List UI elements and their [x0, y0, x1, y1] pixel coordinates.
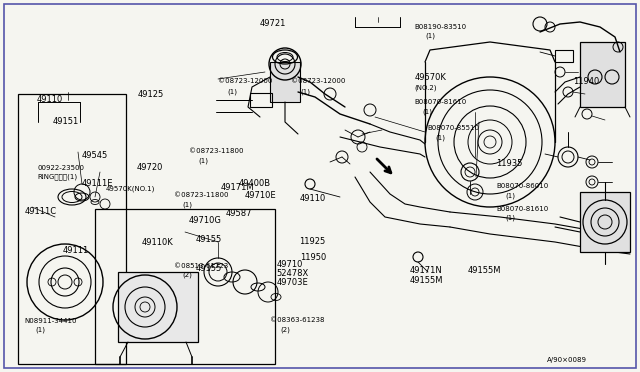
Text: (1): (1)	[506, 215, 516, 221]
Text: B08190-83510: B08190-83510	[415, 24, 467, 30]
Text: 49720: 49720	[136, 163, 163, 172]
Text: ©08363-61238: ©08363-61238	[270, 317, 324, 323]
Bar	[580, 42, 625, 107]
Text: (1): (1)	[182, 202, 193, 208]
Text: ©08723-12000: ©08723-12000	[218, 78, 272, 84]
Text: 49710G: 49710G	[189, 216, 221, 225]
Text: 49151: 49151	[52, 118, 79, 126]
Text: 49155M: 49155M	[467, 266, 500, 275]
Text: ©08723-11800: ©08723-11800	[189, 148, 244, 154]
Text: B08070-81610: B08070-81610	[415, 99, 467, 105]
Text: 49545: 49545	[82, 151, 108, 160]
Text: ©08723-11800: ©08723-11800	[174, 192, 228, 198]
Text: (1): (1)	[35, 327, 45, 333]
Bar	[118, 272, 198, 342]
Text: 49721: 49721	[259, 19, 285, 28]
Text: 11950: 11950	[300, 253, 326, 262]
Text: (1): (1)	[198, 158, 209, 164]
Text: 11925: 11925	[299, 237, 325, 246]
Text: 11940: 11940	[573, 77, 599, 86]
Text: A/90×0089: A/90×0089	[547, 357, 588, 363]
Text: ©08513-61223: ©08513-61223	[174, 263, 228, 269]
Bar	[555, 50, 573, 62]
Text: (NO.2): (NO.2)	[415, 85, 437, 91]
Text: (1): (1)	[435, 134, 445, 141]
Bar	[250, 93, 272, 107]
Text: (1): (1)	[506, 193, 516, 199]
Text: 49710E: 49710E	[244, 191, 276, 200]
Bar	[580, 192, 630, 252]
Text: 49710: 49710	[276, 260, 303, 269]
Text: 49125: 49125	[138, 90, 164, 99]
Text: 49570K(NO.1): 49570K(NO.1)	[106, 185, 155, 192]
Text: 49111C: 49111C	[24, 207, 56, 216]
Text: (1): (1)	[426, 33, 436, 39]
Text: 11935: 11935	[496, 159, 522, 168]
Text: 49110K: 49110K	[142, 238, 174, 247]
Text: 49155: 49155	[195, 235, 221, 244]
Text: 49155: 49155	[195, 264, 221, 273]
Text: 49570K: 49570K	[415, 73, 447, 82]
Text: B08070-86010: B08070-86010	[496, 183, 548, 189]
Text: 00922-23500: 00922-23500	[37, 165, 84, 171]
Text: 49110: 49110	[37, 95, 63, 104]
Text: RINGリング(1): RINGリング(1)	[37, 174, 77, 180]
Text: (2): (2)	[280, 327, 290, 333]
Text: 49400B: 49400B	[239, 179, 271, 188]
Text: 49111E: 49111E	[82, 179, 113, 188]
Text: 49155M: 49155M	[410, 276, 443, 285]
Bar	[95, 209, 275, 364]
Text: (1): (1)	[422, 108, 433, 115]
Text: (1): (1)	[301, 89, 311, 95]
Text: 49171N: 49171N	[410, 266, 442, 275]
Text: 52478X: 52478X	[276, 269, 308, 278]
Text: 49171M: 49171M	[221, 183, 255, 192]
Text: 49111: 49111	[63, 246, 89, 255]
Text: B08070-81610: B08070-81610	[496, 206, 548, 212]
Text: 49703E: 49703E	[276, 278, 308, 287]
Text: 49110: 49110	[300, 194, 326, 203]
Bar	[270, 62, 300, 102]
Text: (1): (1)	[227, 89, 237, 95]
Text: B08070-85510: B08070-85510	[428, 125, 479, 131]
Bar	[18, 94, 126, 364]
Text: (2): (2)	[182, 272, 192, 278]
Text: N08911-34410: N08911-34410	[24, 318, 77, 324]
Text: 49587: 49587	[226, 209, 252, 218]
Text: ©08723-12000: ©08723-12000	[291, 78, 346, 84]
